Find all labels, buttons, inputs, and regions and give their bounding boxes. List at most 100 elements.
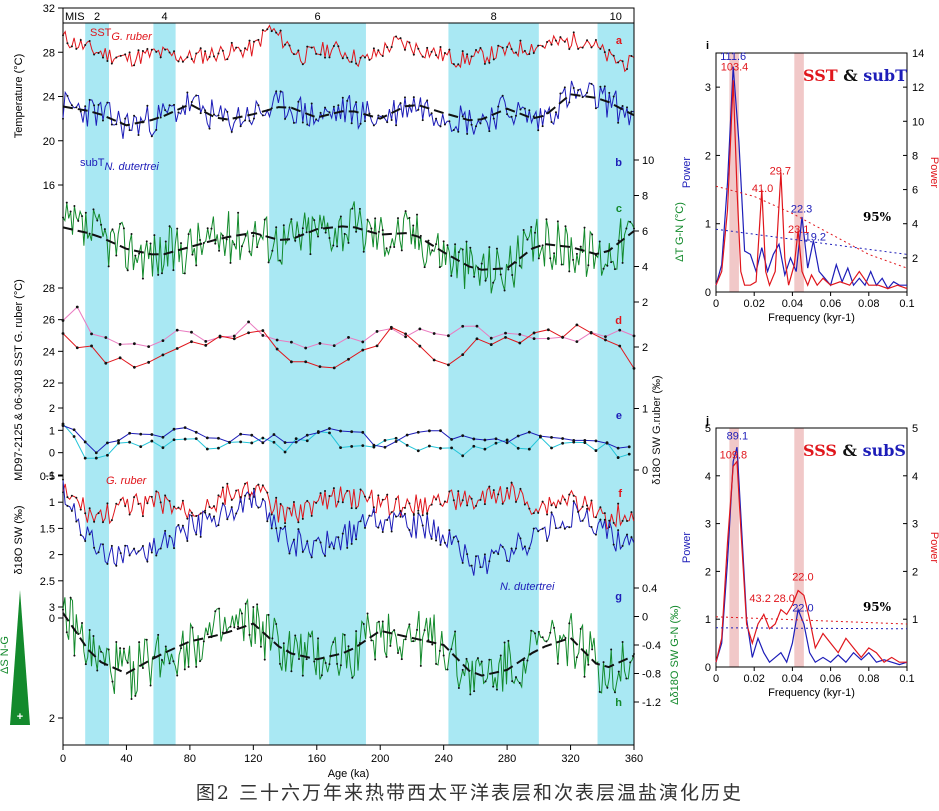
series-point — [217, 114, 220, 117]
series-point — [461, 115, 464, 118]
series-point — [217, 52, 220, 55]
series-point — [372, 443, 376, 447]
series-point — [204, 50, 207, 53]
peak-label: 111.6 — [720, 51, 746, 63]
mis-label: MIS — [65, 11, 85, 23]
series-point — [568, 101, 571, 104]
series-point — [181, 60, 184, 63]
panel-label-a: a — [616, 35, 623, 47]
series-point — [523, 49, 526, 52]
mis-stage-2: 2 — [94, 11, 100, 23]
x-tick-label: 0 — [713, 298, 719, 310]
d18o-right-axis-tick-label: 2 — [642, 342, 648, 354]
panel-label-e: e — [616, 410, 622, 422]
series-point — [370, 639, 373, 642]
series-point — [546, 513, 549, 516]
series-point — [226, 518, 229, 521]
series-point — [417, 509, 420, 512]
series-point — [583, 226, 586, 229]
series-point — [450, 437, 453, 441]
series-point — [581, 519, 584, 522]
series-point — [505, 438, 509, 442]
series-point — [134, 694, 137, 697]
series-point — [195, 264, 198, 267]
series-point — [511, 274, 514, 277]
x-axis-title: Frequency (kyr-1) — [768, 687, 855, 699]
series-point — [205, 447, 209, 451]
series-point — [101, 119, 104, 122]
series-point — [621, 105, 624, 108]
series-point — [173, 103, 176, 106]
y-right-tick-label: 1 — [912, 614, 918, 626]
series-point — [157, 633, 160, 636]
series-point — [469, 693, 472, 696]
d18o-left-axis-tick-label: 0 — [49, 448, 55, 460]
series-point — [199, 512, 202, 515]
temp-axis-tick-label: 24 — [43, 92, 55, 104]
series-point — [550, 511, 553, 514]
series-point — [561, 437, 565, 440]
series-point — [235, 46, 238, 49]
series-point — [550, 446, 553, 450]
series-point — [530, 629, 533, 632]
series-point — [106, 441, 109, 445]
dS-axis-tick-label: 2 — [49, 713, 55, 725]
series-point — [430, 50, 433, 53]
series-point — [577, 510, 580, 513]
series-point — [572, 500, 575, 503]
series-point — [416, 213, 419, 216]
series-point — [532, 331, 536, 335]
series-point — [187, 665, 190, 668]
series-point — [133, 64, 136, 67]
series-point — [62, 478, 64, 481]
series-point — [159, 116, 162, 119]
series-point — [244, 119, 247, 122]
series-point — [305, 658, 308, 661]
series-point — [279, 503, 282, 506]
series-point — [204, 343, 208, 347]
series-point — [239, 432, 243, 436]
series-point — [632, 367, 636, 370]
series-point — [292, 538, 295, 541]
series-point — [537, 129, 540, 132]
series-point — [77, 633, 80, 636]
d18osw-axis-tick-label: 1 — [49, 497, 55, 509]
series-point — [561, 441, 565, 445]
series-point — [452, 128, 455, 131]
series-point — [221, 502, 224, 505]
series-point — [432, 358, 436, 362]
y-right-tick-label: 3 — [912, 519, 918, 531]
series-point — [438, 266, 441, 269]
n-dutertrei-label: N. dutertrei — [500, 581, 555, 593]
series-point — [359, 520, 362, 523]
series-point — [483, 553, 486, 556]
title-right: subT — [863, 66, 907, 85]
series-point — [381, 530, 384, 533]
series-point — [618, 344, 622, 348]
series-point — [284, 525, 287, 528]
series-point — [173, 505, 176, 508]
series-point — [195, 52, 198, 55]
series-point — [492, 58, 495, 61]
series-point — [511, 680, 514, 683]
series-point — [374, 217, 377, 220]
series-point — [218, 249, 221, 252]
series-point — [426, 46, 429, 49]
series-point — [479, 46, 482, 49]
series-point — [626, 520, 629, 523]
series-point — [117, 441, 120, 445]
series-point — [528, 109, 531, 112]
series-point — [347, 336, 350, 339]
series-point — [439, 446, 442, 450]
series-point — [97, 512, 100, 515]
series-point — [132, 365, 136, 369]
series-point — [88, 232, 91, 235]
series-point — [590, 46, 593, 49]
series-point — [514, 114, 517, 117]
series-point — [70, 45, 73, 48]
series-point — [443, 500, 446, 503]
series-point — [470, 497, 473, 500]
series-point — [621, 60, 624, 63]
series-point — [257, 506, 260, 509]
series-point — [591, 233, 594, 236]
